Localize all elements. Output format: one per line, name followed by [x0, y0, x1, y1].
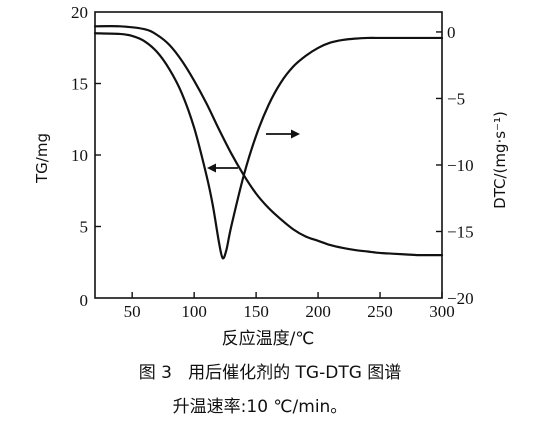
tg-series-arrowhead [207, 163, 216, 173]
y-right-tick-label: −5 [447, 89, 465, 108]
x-tick-label: 300 [429, 302, 455, 321]
y-left-tick-label: 20 [71, 3, 88, 22]
x-tick-label: 100 [181, 302, 207, 321]
tg-series-line [93, 24, 444, 257]
x-tick-label: 200 [305, 302, 331, 321]
y-right-tick-label: −10 [447, 156, 474, 175]
figure-subcaption: 升温速率:10 ℃/min。 [173, 397, 348, 417]
x-tick-label: 150 [243, 302, 269, 321]
dtg-series-line [93, 32, 444, 260]
y-right-tick-label: −15 [447, 222, 474, 241]
y-left-tick-label: 5 [80, 218, 89, 237]
plot-frame [94, 11, 443, 299]
y-right-axis-label: DTC/(mg·s⁻¹) [491, 111, 509, 209]
series-layer [93, 24, 444, 260]
x-tick-label: 50 [124, 302, 141, 321]
plot-area: 50 100 150 200 250 300 0 5 10 15 20 0 −5 −10 −15 −20 [71, 3, 474, 321]
y-left-axis-label: TG/mg [33, 133, 51, 184]
y-right-tick-label: −20 [447, 289, 474, 308]
y-right-axis-ticks: 0 −5 −10 −15 −20 [436, 23, 474, 308]
y-right-tick-label: 0 [447, 23, 456, 42]
y-left-tick-label: 0 [80, 291, 89, 310]
y-left-axis-ticks: 0 5 10 15 20 [71, 3, 101, 310]
dtg-series-arrowhead [291, 129, 300, 139]
x-tick-label: 250 [367, 302, 393, 321]
series-arrows [207, 129, 300, 173]
y-left-tick-label: 15 [71, 75, 88, 94]
y-left-tick-label: 10 [71, 146, 88, 165]
x-axis-label: 反应温度/℃ [222, 329, 315, 349]
figure-caption: 图 3 用后催化剂的 TG-DTG 图谱 [139, 363, 402, 383]
x-axis-ticks: 50 100 150 200 250 300 [124, 292, 455, 321]
